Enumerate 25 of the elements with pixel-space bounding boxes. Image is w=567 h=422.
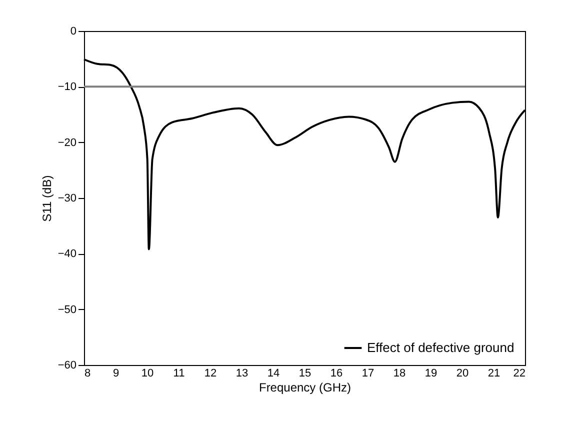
y-tick-label: −20 — [58, 136, 76, 149]
y-tick-label: −60 — [58, 360, 76, 372]
y-tick-label: −30 — [58, 192, 76, 204]
x-tick-label: 14 — [267, 368, 280, 380]
x-tick-label: 8 — [84, 368, 91, 380]
y-tick-label: −40 — [58, 248, 76, 260]
y-tick-label: 0 — [70, 26, 76, 38]
x-tick-label: 10 — [141, 368, 154, 380]
x-tick-label: 21 — [488, 368, 500, 380]
x-tick-label: 15 — [298, 368, 312, 380]
x-tick-label: 16 — [330, 368, 343, 380]
x-tick-label: 22 — [513, 368, 526, 380]
x-tick-label: 20 — [456, 368, 469, 380]
y-axis-title: S11 (dB) — [40, 175, 54, 222]
x-tick-label: 11 — [173, 368, 185, 380]
x-axis-title: Frequency (GHz) — [258, 380, 352, 394]
x-tick-label: 19 — [424, 368, 438, 380]
x-tick-label: 9 — [112, 368, 120, 380]
x-tick-label: 13 — [236, 368, 248, 380]
y-tick-label: −10 — [58, 81, 76, 94]
x-tick-label: 18 — [393, 368, 406, 380]
legend-label: Effect of defective ground — [367, 340, 514, 355]
y-tick-label: −50 — [58, 304, 76, 316]
x-tick-label: 17 — [362, 368, 374, 380]
x-tick-label: 12 — [204, 368, 217, 380]
